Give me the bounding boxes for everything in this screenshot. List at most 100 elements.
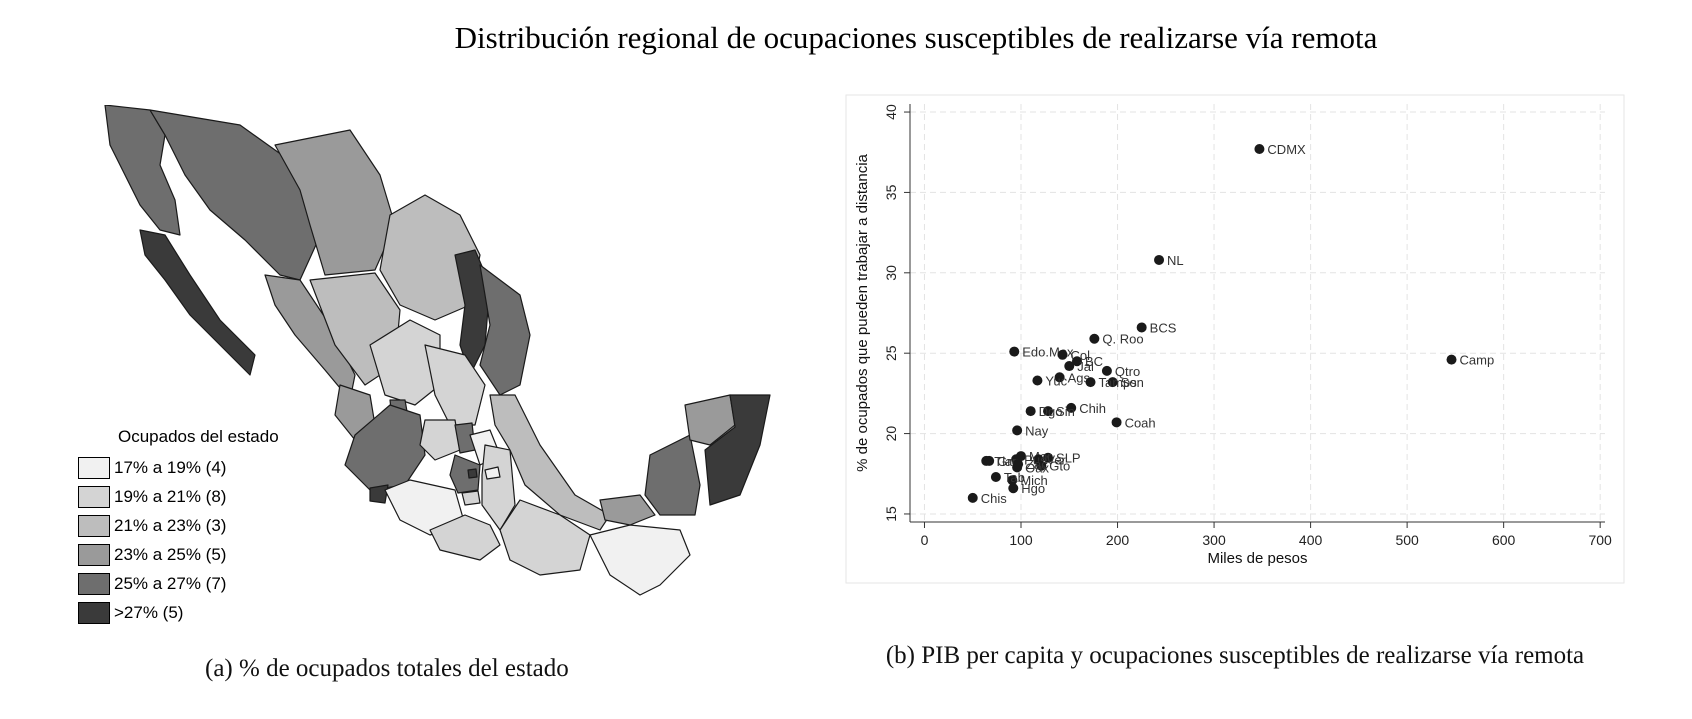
scatter-point <box>1107 377 1118 388</box>
legend-swatch <box>78 601 110 624</box>
point-label: Tamps <box>1099 375 1138 390</box>
map-state-mor <box>461 490 481 506</box>
legend-item: 25% a 27% (7) <box>78 569 279 598</box>
point-label: Jal <box>1077 359 1094 374</box>
y-tick-label: 30 <box>883 265 899 281</box>
scatter-point <box>1007 475 1018 486</box>
scatter-point <box>1089 333 1100 344</box>
plot-frame <box>845 94 1625 584</box>
scatter-point <box>967 492 978 503</box>
map-state-cdmx <box>467 468 478 479</box>
scatter-point <box>1064 361 1075 372</box>
legend-swatch <box>78 456 110 479</box>
point-label: Dgo <box>1039 404 1063 419</box>
point-label: Nay <box>1025 423 1049 438</box>
map-state-nl <box>454 249 491 376</box>
legend-item: 21% a 23% (3) <box>78 511 279 540</box>
legend-swatch <box>78 572 110 595</box>
scatter-point <box>1012 425 1023 436</box>
legend-title: Ocupados del estado <box>118 427 279 446</box>
map-state-gro <box>429 514 501 561</box>
scatter-point <box>1154 254 1165 265</box>
scatter-point <box>1009 346 1020 357</box>
axes: 0 100 200 300 400 500 600 700 15 20 25 30 35 40 <box>883 104 1612 548</box>
map-state-gto <box>419 419 461 461</box>
legend-label: 17% a 19% (4) <box>114 457 227 477</box>
scatter-point <box>1032 375 1043 386</box>
legend-label: 23% a 25% (5) <box>114 544 227 564</box>
point-label: Chis <box>981 491 1008 506</box>
y-tick-label: 15 <box>883 506 899 522</box>
scatter-point <box>1054 372 1065 383</box>
point-label: Zac <box>1026 457 1048 472</box>
point-label: NL <box>1167 253 1184 268</box>
scatter-point <box>1446 354 1457 365</box>
x-axis-title: Miles de pesos <box>1207 550 1307 567</box>
y-tick-label: 35 <box>883 184 899 200</box>
y-axis-title: % de ocupados que pueden trabajar a dist… <box>854 153 871 471</box>
y-tick-label: 40 <box>883 104 899 120</box>
legend-swatch <box>78 514 110 537</box>
scatter-point <box>981 455 992 466</box>
x-tick-label: 100 <box>1009 532 1033 548</box>
point-label: BCS <box>1150 320 1177 335</box>
legend-swatch <box>78 543 110 566</box>
mexico-map <box>104 105 771 596</box>
scatter-point <box>1043 452 1054 463</box>
y-tick-label: 20 <box>883 426 899 442</box>
map-state-tamps <box>479 264 531 396</box>
point-label: Tab <box>1004 470 1025 485</box>
legend-item: >27% (5) <box>78 598 279 627</box>
point-label: Sin <box>1056 404 1075 419</box>
legend-item: 17% a 19% (4) <box>78 453 279 482</box>
map-state-chih <box>274 129 396 276</box>
legend-label: 19% a 21% (8) <box>114 486 227 506</box>
scatter-point <box>1254 144 1265 155</box>
page-title: Distribución regional de ocupaciones sus… <box>454 20 1378 55</box>
x-tick-label: 300 <box>1202 532 1226 548</box>
point-label: Ags <box>1068 370 1091 385</box>
point-label: SLP <box>1056 451 1081 466</box>
point-label: Coah <box>1125 415 1156 430</box>
map-state-jal <box>344 404 426 491</box>
map-state-yuc <box>684 394 736 446</box>
point-label: Oax <box>1025 460 1049 475</box>
scatter-point <box>1101 365 1112 376</box>
point-label: Chih <box>1079 401 1106 416</box>
map-state-ver <box>489 394 611 531</box>
x-tick-label: 0 <box>921 532 929 548</box>
legend-item: 19% a 21% (8) <box>78 482 279 511</box>
scatter-caption: (b) PIB per capita y ocupaciones suscept… <box>885 642 1585 669</box>
scatter-panel: 0 100 200 300 400 500 600 700 15 20 25 30 35 40 CDMX N… <box>845 94 1625 640</box>
scatter-point <box>1136 322 1147 333</box>
legend-label: 25% a 27% (7) <box>114 573 227 593</box>
scatter-point <box>1025 406 1036 417</box>
map-caption: (a) % de ocupados totales del estado <box>205 655 569 682</box>
scatter-point <box>1111 417 1122 428</box>
map-panel: Ocupados del estado 17% a 19% (4) 19% a … <box>70 105 850 625</box>
map-state-bcs <box>139 229 256 376</box>
map-state-tab <box>599 494 656 526</box>
legend-item: 23% a 25% (5) <box>78 540 279 569</box>
map-state-slp <box>424 344 486 426</box>
map-state-mex <box>449 454 481 494</box>
map-legend: Ocupados del estado 17% a 19% (4) 19% a … <box>78 427 279 627</box>
y-tick-label: 25 <box>883 345 899 361</box>
map-state-col <box>369 484 389 504</box>
map-state-camp <box>644 434 701 516</box>
point-label: Qtro <box>1115 364 1140 379</box>
x-tick-label: 700 <box>1588 532 1612 548</box>
scatter-point <box>1008 483 1019 494</box>
point-label: Yuc <box>1045 374 1067 389</box>
point-label: Ver <box>1046 452 1066 467</box>
point-label: Gto <box>1049 459 1070 474</box>
point-label: Mich <box>1020 473 1047 488</box>
point-label: CDMX <box>1267 142 1306 157</box>
point-label: Hgo <box>1021 481 1045 496</box>
scatter-point <box>1085 377 1096 388</box>
map-state-tlax <box>484 466 501 480</box>
x-tick-label: 500 <box>1395 532 1419 548</box>
point-label: BC <box>1085 354 1103 369</box>
scatter-chart: 0 100 200 300 400 500 600 700 15 20 25 30 35 40 CDMX N… <box>845 94 1625 584</box>
